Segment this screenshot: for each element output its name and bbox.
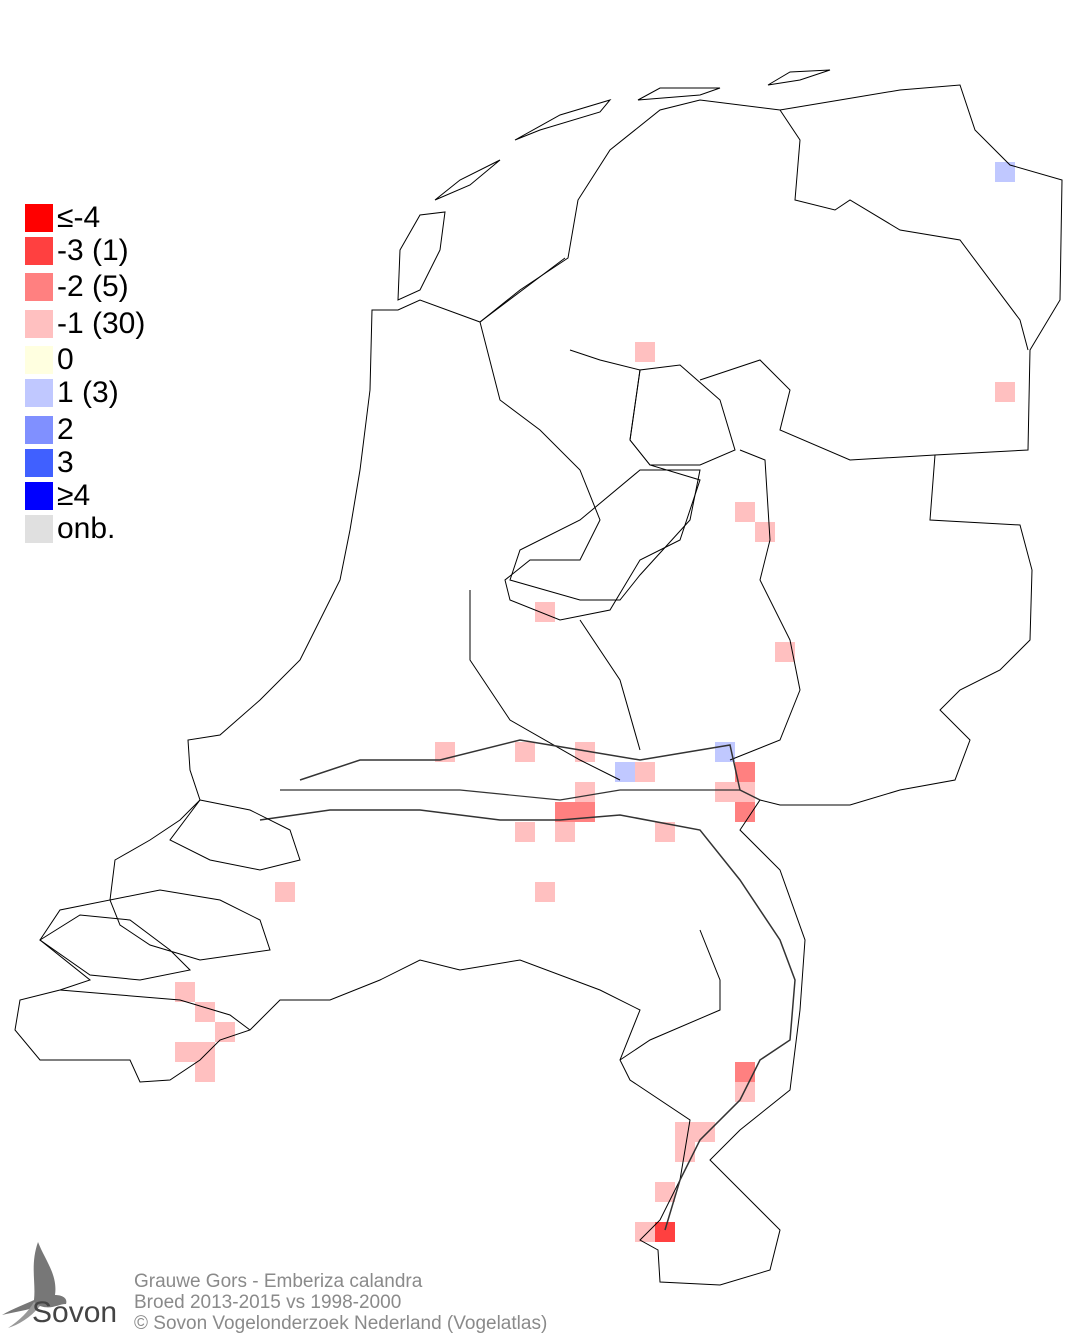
province-border-5 (579, 619, 641, 751)
grid-cell (535, 602, 555, 622)
wadden-ameland (637, 87, 721, 101)
grid-cell (735, 802, 755, 822)
legend-item: 0 (25, 343, 74, 376)
legend-label: onb. (57, 512, 116, 545)
legend-label: -2 (5) (57, 270, 129, 303)
grid-cell (775, 642, 795, 662)
legend-label: -1 (30) (57, 307, 146, 340)
grid-cell (735, 502, 755, 522)
grid-cell (655, 1222, 675, 1242)
legend-item: -3 (1) (25, 234, 129, 267)
legend-label: -3 (1) (57, 234, 129, 267)
province-border-1 (779, 109, 1029, 351)
legend-swatch (25, 310, 53, 338)
grid-cell (655, 822, 675, 842)
swallow-logo-icon (2, 1242, 67, 1328)
species-title: Grauwe Gors - Emberiza calandra (134, 1271, 423, 1292)
grid-cell (215, 1022, 235, 1042)
wadden-vlieland (434, 159, 501, 201)
legend-label: 3 (57, 446, 74, 479)
grid-cell (635, 1222, 655, 1242)
legend-swatch (25, 237, 53, 265)
wadden-texel (397, 211, 446, 301)
province-border-6 (619, 929, 721, 1061)
legend-label: 1 (3) (57, 376, 119, 409)
noordoostpolder (629, 364, 736, 466)
legend-swatch (25, 346, 53, 374)
logo-text: Sovon (32, 1296, 118, 1329)
grid-cell (715, 782, 735, 802)
footer-caption: Grauwe Gors - Emberiza calandra Broed 20… (134, 1271, 547, 1334)
grid-cell (195, 1002, 215, 1022)
grid-cell (175, 1042, 195, 1062)
grid-cell (555, 822, 575, 842)
legend-swatch (25, 204, 53, 232)
legend-swatch (25, 482, 53, 510)
legend-item: 1 (3) (25, 376, 119, 409)
legend-swatch (25, 416, 53, 444)
grid-cell (195, 1042, 215, 1062)
wadden-terschelling (514, 99, 612, 141)
grid-cell (675, 1122, 695, 1142)
legend-swatch (25, 273, 53, 301)
grid-cell (635, 342, 655, 362)
legend-label: 0 (57, 343, 74, 376)
legend-item: 2 (25, 413, 74, 446)
grid-cell (515, 742, 535, 762)
legend-item: 3 (25, 446, 74, 479)
legend-label: ≤-4 (57, 201, 101, 234)
legend-swatch (25, 379, 53, 407)
grid-cell (735, 1062, 755, 1082)
grid-cell (575, 782, 595, 802)
grid-cell (735, 762, 755, 782)
grid-cell (735, 1082, 755, 1102)
legend-item: onb. (25, 512, 116, 545)
river-maas (259, 809, 796, 1231)
legend-swatch (25, 515, 53, 543)
grid-cell (755, 522, 775, 542)
legend-label: ≥4 (57, 479, 91, 512)
province-border-2 (699, 359, 936, 461)
grid-cell (195, 1062, 215, 1082)
grid-cell (555, 802, 575, 822)
period-subtitle: Broed 2013-2015 vs 1998-2000 (134, 1292, 402, 1313)
legend-item: ≥4 (25, 479, 91, 512)
grid-cell (515, 822, 535, 842)
legend-item: -1 (30) (25, 307, 146, 340)
legend-item: ≤-4 (25, 201, 101, 234)
ijsselmeer-afsluitdijk (479, 257, 566, 323)
map-outline (14, 69, 1063, 1286)
grid-cell (535, 882, 555, 902)
mainland-outline (14, 84, 1063, 1286)
grid-cell (175, 982, 195, 1002)
river-rhine-waal (299, 739, 761, 801)
legend-label: 2 (57, 413, 74, 446)
zeeland-islands (39, 799, 301, 981)
grid-cell (275, 882, 295, 902)
grid-cell (995, 162, 1015, 182)
grid-cells (175, 162, 1015, 1242)
grid-cell (635, 762, 655, 782)
grid-cell (655, 1182, 675, 1202)
legend-swatch (25, 449, 53, 477)
legend-item: -2 (5) (25, 270, 129, 303)
river-lek (280, 789, 740, 801)
copyright: © Sovon Vogelonderzoek Nederland (Vogela… (134, 1313, 548, 1334)
scheldt-estuary (59, 989, 251, 1031)
grid-cell (575, 742, 595, 762)
flevoland (509, 469, 701, 601)
province-border-4 (469, 590, 621, 781)
grid-cell (695, 1122, 715, 1142)
grid-cell (615, 762, 635, 782)
wadden-schiermonnikoog (767, 69, 831, 86)
province-border-3 (729, 449, 801, 761)
grid-cell (995, 382, 1015, 402)
